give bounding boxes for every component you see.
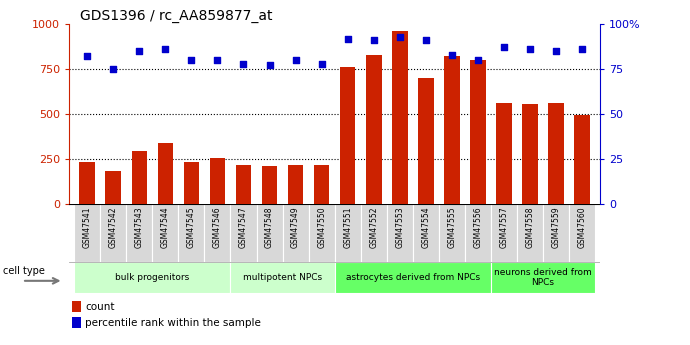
- Point: [316, 61, 327, 66]
- Point: [394, 34, 405, 39]
- Bar: [230, 204, 257, 262]
- Bar: [204, 204, 230, 262]
- Bar: [418, 78, 433, 204]
- Point: [186, 57, 197, 63]
- Point: [342, 36, 353, 41]
- Bar: [496, 103, 512, 204]
- Bar: [152, 204, 179, 262]
- Point: [212, 57, 223, 63]
- Text: GSM47547: GSM47547: [239, 206, 248, 248]
- Point: [498, 45, 509, 50]
- Text: count: count: [85, 302, 115, 312]
- Bar: [340, 67, 355, 204]
- Bar: [366, 55, 382, 204]
- Bar: [75, 204, 100, 262]
- Point: [160, 47, 171, 52]
- Text: GSM47556: GSM47556: [473, 206, 482, 248]
- Bar: [72, 317, 81, 328]
- Text: multipotent NPCs: multipotent NPCs: [243, 273, 322, 282]
- Point: [577, 47, 588, 52]
- Text: GSM47545: GSM47545: [187, 206, 196, 248]
- Point: [238, 61, 249, 66]
- Point: [446, 52, 457, 57]
- Bar: [179, 204, 204, 262]
- Text: GSM47553: GSM47553: [395, 206, 404, 248]
- Bar: [106, 171, 121, 204]
- Point: [264, 63, 275, 68]
- Bar: [491, 262, 595, 293]
- Bar: [126, 204, 152, 262]
- Text: GSM47544: GSM47544: [161, 206, 170, 248]
- Point: [108, 66, 119, 72]
- Point: [368, 38, 380, 43]
- Bar: [543, 204, 569, 262]
- Bar: [288, 165, 304, 204]
- Bar: [439, 204, 465, 262]
- Text: GSM47548: GSM47548: [265, 206, 274, 248]
- Bar: [386, 204, 413, 262]
- Text: GSM47554: GSM47554: [422, 206, 431, 248]
- Point: [420, 38, 431, 43]
- Bar: [132, 151, 147, 204]
- Text: GSM47558: GSM47558: [526, 206, 535, 248]
- Bar: [72, 301, 81, 312]
- Point: [134, 48, 145, 54]
- Bar: [392, 31, 408, 204]
- Bar: [361, 204, 386, 262]
- Text: astrocytes derived from NPCs: astrocytes derived from NPCs: [346, 273, 480, 282]
- Bar: [444, 57, 460, 204]
- Bar: [236, 165, 251, 204]
- Bar: [257, 204, 283, 262]
- Bar: [335, 262, 491, 293]
- Bar: [470, 60, 486, 204]
- Text: bulk progenitors: bulk progenitors: [115, 273, 190, 282]
- Text: GSM47549: GSM47549: [291, 206, 300, 248]
- Bar: [308, 204, 335, 262]
- Text: GSM47560: GSM47560: [578, 206, 586, 248]
- Point: [473, 57, 484, 63]
- Point: [524, 47, 535, 52]
- Bar: [262, 166, 277, 204]
- Bar: [210, 158, 225, 204]
- Bar: [75, 262, 230, 293]
- Bar: [522, 104, 538, 204]
- Bar: [569, 204, 595, 262]
- Bar: [517, 204, 543, 262]
- Text: GSM47546: GSM47546: [213, 206, 222, 248]
- Text: GDS1396 / rc_AA859877_at: GDS1396 / rc_AA859877_at: [79, 9, 272, 23]
- Bar: [314, 165, 329, 204]
- Bar: [79, 162, 95, 204]
- Point: [81, 54, 92, 59]
- Bar: [157, 142, 173, 204]
- Text: GSM47559: GSM47559: [551, 206, 560, 248]
- Text: neurons derived from
NPCs: neurons derived from NPCs: [494, 268, 592, 287]
- Text: GSM47550: GSM47550: [317, 206, 326, 248]
- Text: GSM47541: GSM47541: [83, 206, 92, 248]
- Bar: [491, 204, 517, 262]
- Point: [290, 57, 301, 63]
- Bar: [283, 204, 308, 262]
- Bar: [549, 103, 564, 204]
- Bar: [100, 204, 126, 262]
- Bar: [184, 162, 199, 204]
- Text: GSM47542: GSM47542: [109, 206, 118, 248]
- Bar: [230, 262, 335, 293]
- Text: GSM47543: GSM47543: [135, 206, 144, 248]
- Text: GSM47552: GSM47552: [369, 206, 378, 248]
- Bar: [335, 204, 361, 262]
- Text: GSM47557: GSM47557: [500, 206, 509, 248]
- Point: [551, 48, 562, 54]
- Text: GSM47551: GSM47551: [343, 206, 352, 248]
- Bar: [413, 204, 439, 262]
- Text: percentile rank within the sample: percentile rank within the sample: [85, 318, 261, 328]
- Bar: [574, 115, 590, 204]
- Text: cell type: cell type: [3, 266, 46, 276]
- Text: GSM47555: GSM47555: [447, 206, 456, 248]
- Bar: [465, 204, 491, 262]
